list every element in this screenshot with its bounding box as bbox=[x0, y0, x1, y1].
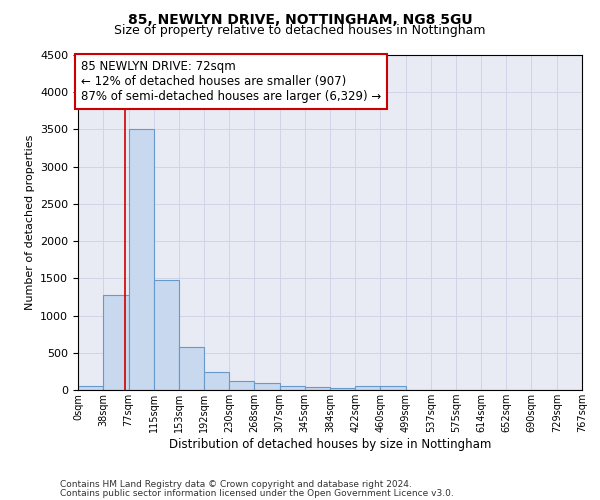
Text: Size of property relative to detached houses in Nottingham: Size of property relative to detached ho… bbox=[114, 24, 486, 37]
Text: 85, NEWLYN DRIVE, NOTTINGHAM, NG8 5GU: 85, NEWLYN DRIVE, NOTTINGHAM, NG8 5GU bbox=[128, 12, 472, 26]
Bar bbox=[305, 387, 331, 390]
Bar bbox=[254, 384, 280, 390]
Bar bbox=[380, 386, 406, 390]
Bar bbox=[229, 382, 254, 390]
Y-axis label: Number of detached properties: Number of detached properties bbox=[25, 135, 35, 310]
Text: 85 NEWLYN DRIVE: 72sqm
← 12% of detached houses are smaller (907)
87% of semi-de: 85 NEWLYN DRIVE: 72sqm ← 12% of detached… bbox=[80, 60, 381, 103]
Bar bbox=[103, 294, 128, 390]
Text: Contains HM Land Registry data © Crown copyright and database right 2024.: Contains HM Land Registry data © Crown c… bbox=[60, 480, 412, 489]
Bar bbox=[204, 372, 229, 390]
Text: Contains public sector information licensed under the Open Government Licence v3: Contains public sector information licen… bbox=[60, 488, 454, 498]
Bar bbox=[179, 347, 204, 390]
Bar bbox=[280, 386, 305, 390]
Bar bbox=[78, 386, 103, 390]
Bar bbox=[128, 130, 154, 390]
Bar bbox=[331, 388, 355, 390]
X-axis label: Distribution of detached houses by size in Nottingham: Distribution of detached houses by size … bbox=[169, 438, 491, 451]
Bar bbox=[154, 280, 179, 390]
Bar bbox=[355, 386, 380, 390]
